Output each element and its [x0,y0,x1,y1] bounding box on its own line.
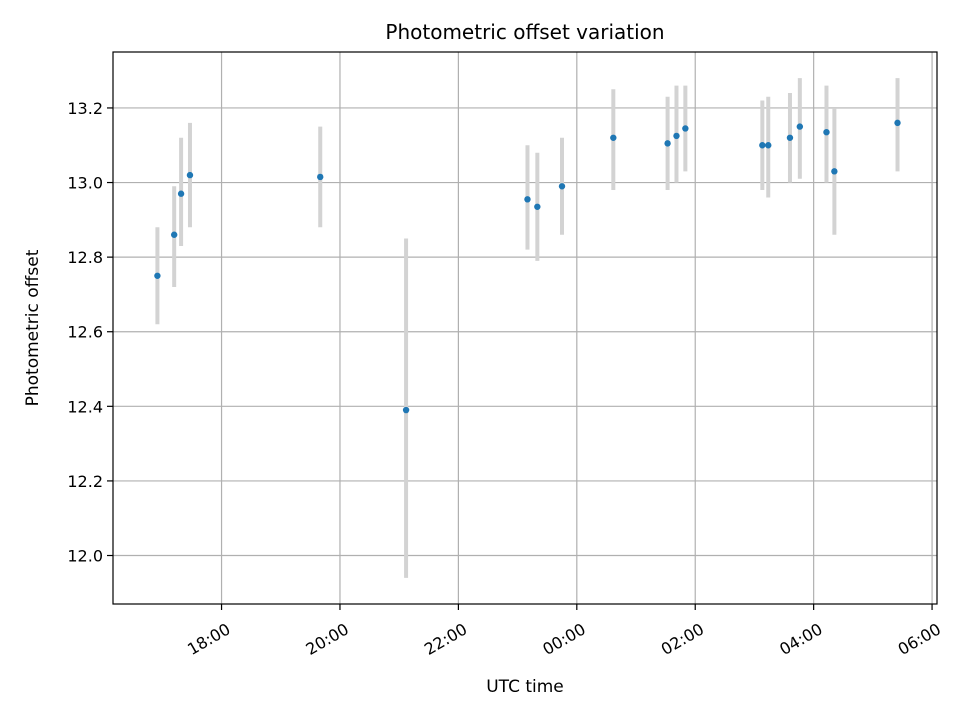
y-tick-label: 12.6 [67,323,103,342]
y-tick-label: 12.4 [67,397,103,416]
data-points [154,119,901,414]
data-point [831,168,838,175]
grid [113,52,937,604]
data-point [558,183,566,190]
y-axis-label: Photometric offset [23,249,43,406]
y-tick-label: 12.8 [67,248,103,267]
data-point [610,134,617,141]
data-point [317,173,324,181]
chart-title: Photometric offset variation [385,20,664,44]
data-point [154,272,161,279]
data-point [765,142,772,149]
data-point [786,134,794,141]
y-tick-label: 12.2 [67,472,103,491]
y-tick-label: 13.0 [67,174,103,193]
data-point [664,140,671,147]
data-point [524,196,531,203]
data-point [894,119,901,127]
data-point [170,231,178,238]
x-axis-label: UTC time [486,677,564,697]
data-point [673,132,680,140]
y-tick-label: 12.0 [67,547,103,566]
plot-frame [112,51,938,605]
data-point [796,123,804,130]
data-point [759,142,766,149]
data-point [402,406,410,414]
data-point [682,125,689,132]
data-point [177,190,185,197]
data-point [534,203,541,210]
y-tick-label: 13.2 [67,99,103,118]
data-point [186,171,194,179]
data-point [823,128,830,136]
